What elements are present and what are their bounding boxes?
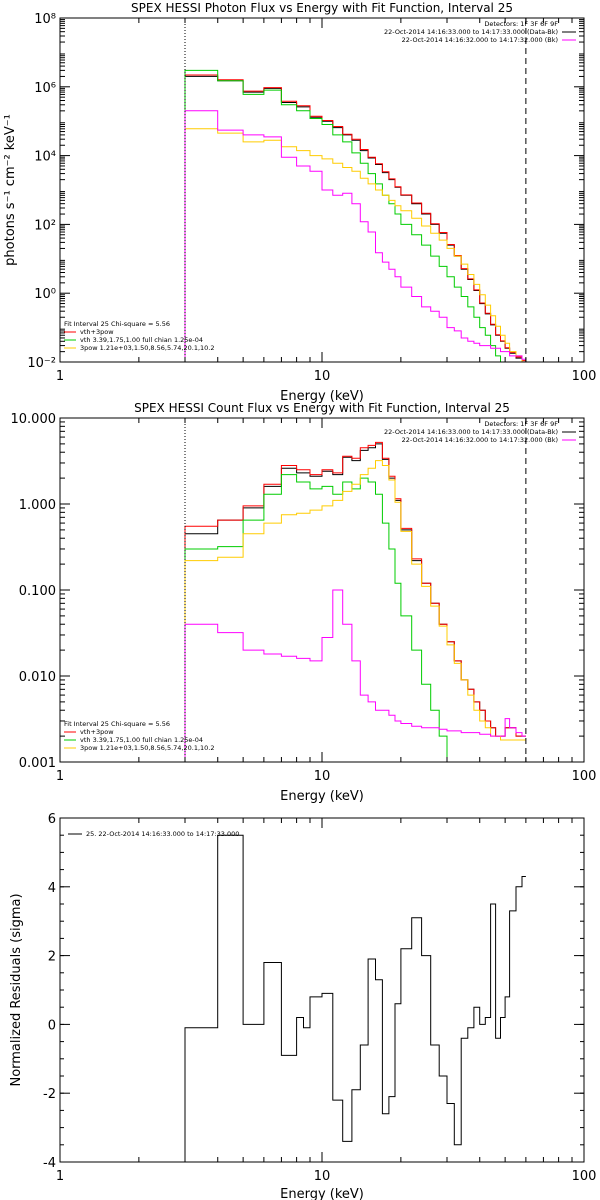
y-tick-label: 0.001 xyxy=(19,756,56,771)
series-line xyxy=(184,443,526,762)
plot-frame xyxy=(59,817,585,1163)
x-tick-label: 100 xyxy=(572,769,597,784)
photon-flux-panel: SPEX HESSI Photon Flux vs Energy with Fi… xyxy=(3,1,596,404)
y-tick-label: 10⁸ xyxy=(34,12,56,27)
x-tick-label: 1 xyxy=(56,369,64,384)
y-tick-label: -4 xyxy=(43,1156,56,1171)
y-tick-label: -2 xyxy=(43,1087,56,1102)
legend-text: Detectors: 1F 3F 6F 9F xyxy=(484,420,558,428)
legend-text: 22-Oct-2014 14:16:32.000 to 14:17:32.000… xyxy=(402,36,558,44)
series-group xyxy=(184,834,526,1162)
series-line xyxy=(184,110,526,362)
legend-text: Detectors: 1F 3F 6F 9F xyxy=(484,20,558,28)
legend-text: 22-Oct-2014 14:16:32.000 to 14:17:32.000… xyxy=(402,436,558,444)
legend-text: 3pow 1.21e+03,1.50,8.56,5.74,20.1,10.2 xyxy=(80,344,215,352)
y-tick-label: 10⁻² xyxy=(27,356,56,371)
y-tick-label: 10⁶ xyxy=(34,81,56,96)
x-tick-label: 10 xyxy=(314,769,331,784)
legend-text: Fit Interval 25 Chi-square = 5.56 xyxy=(64,720,170,728)
y-tick-label: 6 xyxy=(48,812,56,827)
x-tick-label: 100 xyxy=(572,1169,597,1184)
count-flux-panel: SPEX HESSI Count Flux vs Energy with Fit… xyxy=(11,401,597,804)
y-tick-label: 10.000 xyxy=(11,412,57,427)
legend-text: vth 3.39,1.75,1.00 full chian 1.25e-04 xyxy=(80,336,203,344)
panel-title: SPEX HESSI Photon Flux vs Energy with Fi… xyxy=(131,1,513,15)
x-axis-label: Energy (keV) xyxy=(280,389,364,404)
y-axis-label: Normalized Residuals (sigma) xyxy=(9,893,24,1086)
series-group xyxy=(184,441,526,762)
x-tick-label: 1 xyxy=(56,769,64,784)
legend-text: vth 3.39,1.75,1.00 full chian 1.25e-04 xyxy=(80,736,203,744)
y-tick-label: 1.000 xyxy=(19,498,56,513)
y-tick-label: 0 xyxy=(48,1018,56,1033)
legend-text: 3pow 1.21e+03,1.50,8.56,5.74,20.1,10.2 xyxy=(80,744,215,752)
legend-text: Fit Interval 25 Chi-square = 5.56 xyxy=(64,320,170,328)
x-tick-label: 10 xyxy=(314,1169,331,1184)
legend-text: vth+3pow xyxy=(80,328,114,336)
x-tick-label: 100 xyxy=(572,369,597,384)
legend-text: 22-Oct-2014 14:16:33.000 to 14:17:33.000… xyxy=(384,28,558,36)
x-axis-label: Energy (keV) xyxy=(280,789,364,804)
y-tick-label: 10² xyxy=(34,218,56,233)
y-tick-label: 4 xyxy=(48,881,56,896)
series-line xyxy=(184,460,526,762)
y-tick-label: 0.100 xyxy=(19,584,56,599)
series-line xyxy=(184,74,526,362)
y-tick-label: 10⁰ xyxy=(34,287,56,302)
residuals-panel: Energy (keV) Normalized Residuals (sigma… xyxy=(9,812,596,1200)
x-tick-label: 1 xyxy=(56,1169,64,1184)
series-line xyxy=(184,834,526,1162)
legend-text: 22-Oct-2014 14:16:33.000 to 14:17:33.000… xyxy=(384,428,558,436)
series-line xyxy=(184,474,455,762)
panel-title: SPEX HESSI Count Flux vs Energy with Fit… xyxy=(134,401,510,415)
series-line xyxy=(184,589,526,762)
legend-text: vth+3pow xyxy=(80,728,114,736)
y-axis-label: photons s⁻¹ cm⁻² keV⁻¹ xyxy=(3,114,18,266)
y-tick-label: 0.010 xyxy=(19,670,56,685)
series-group xyxy=(184,69,526,362)
series-line xyxy=(184,441,526,762)
legend-text: 25. 22-Oct-2014 14:16:33.000 to 14:17:33… xyxy=(86,830,239,838)
x-tick-label: 10 xyxy=(314,369,331,384)
series-line xyxy=(184,75,526,362)
y-tick-label: 2 xyxy=(48,950,56,965)
x-axis-label: Energy (keV) xyxy=(280,1187,364,1200)
series-line xyxy=(184,69,501,362)
y-tick-label: 10⁴ xyxy=(34,150,56,165)
series-line xyxy=(184,128,526,362)
